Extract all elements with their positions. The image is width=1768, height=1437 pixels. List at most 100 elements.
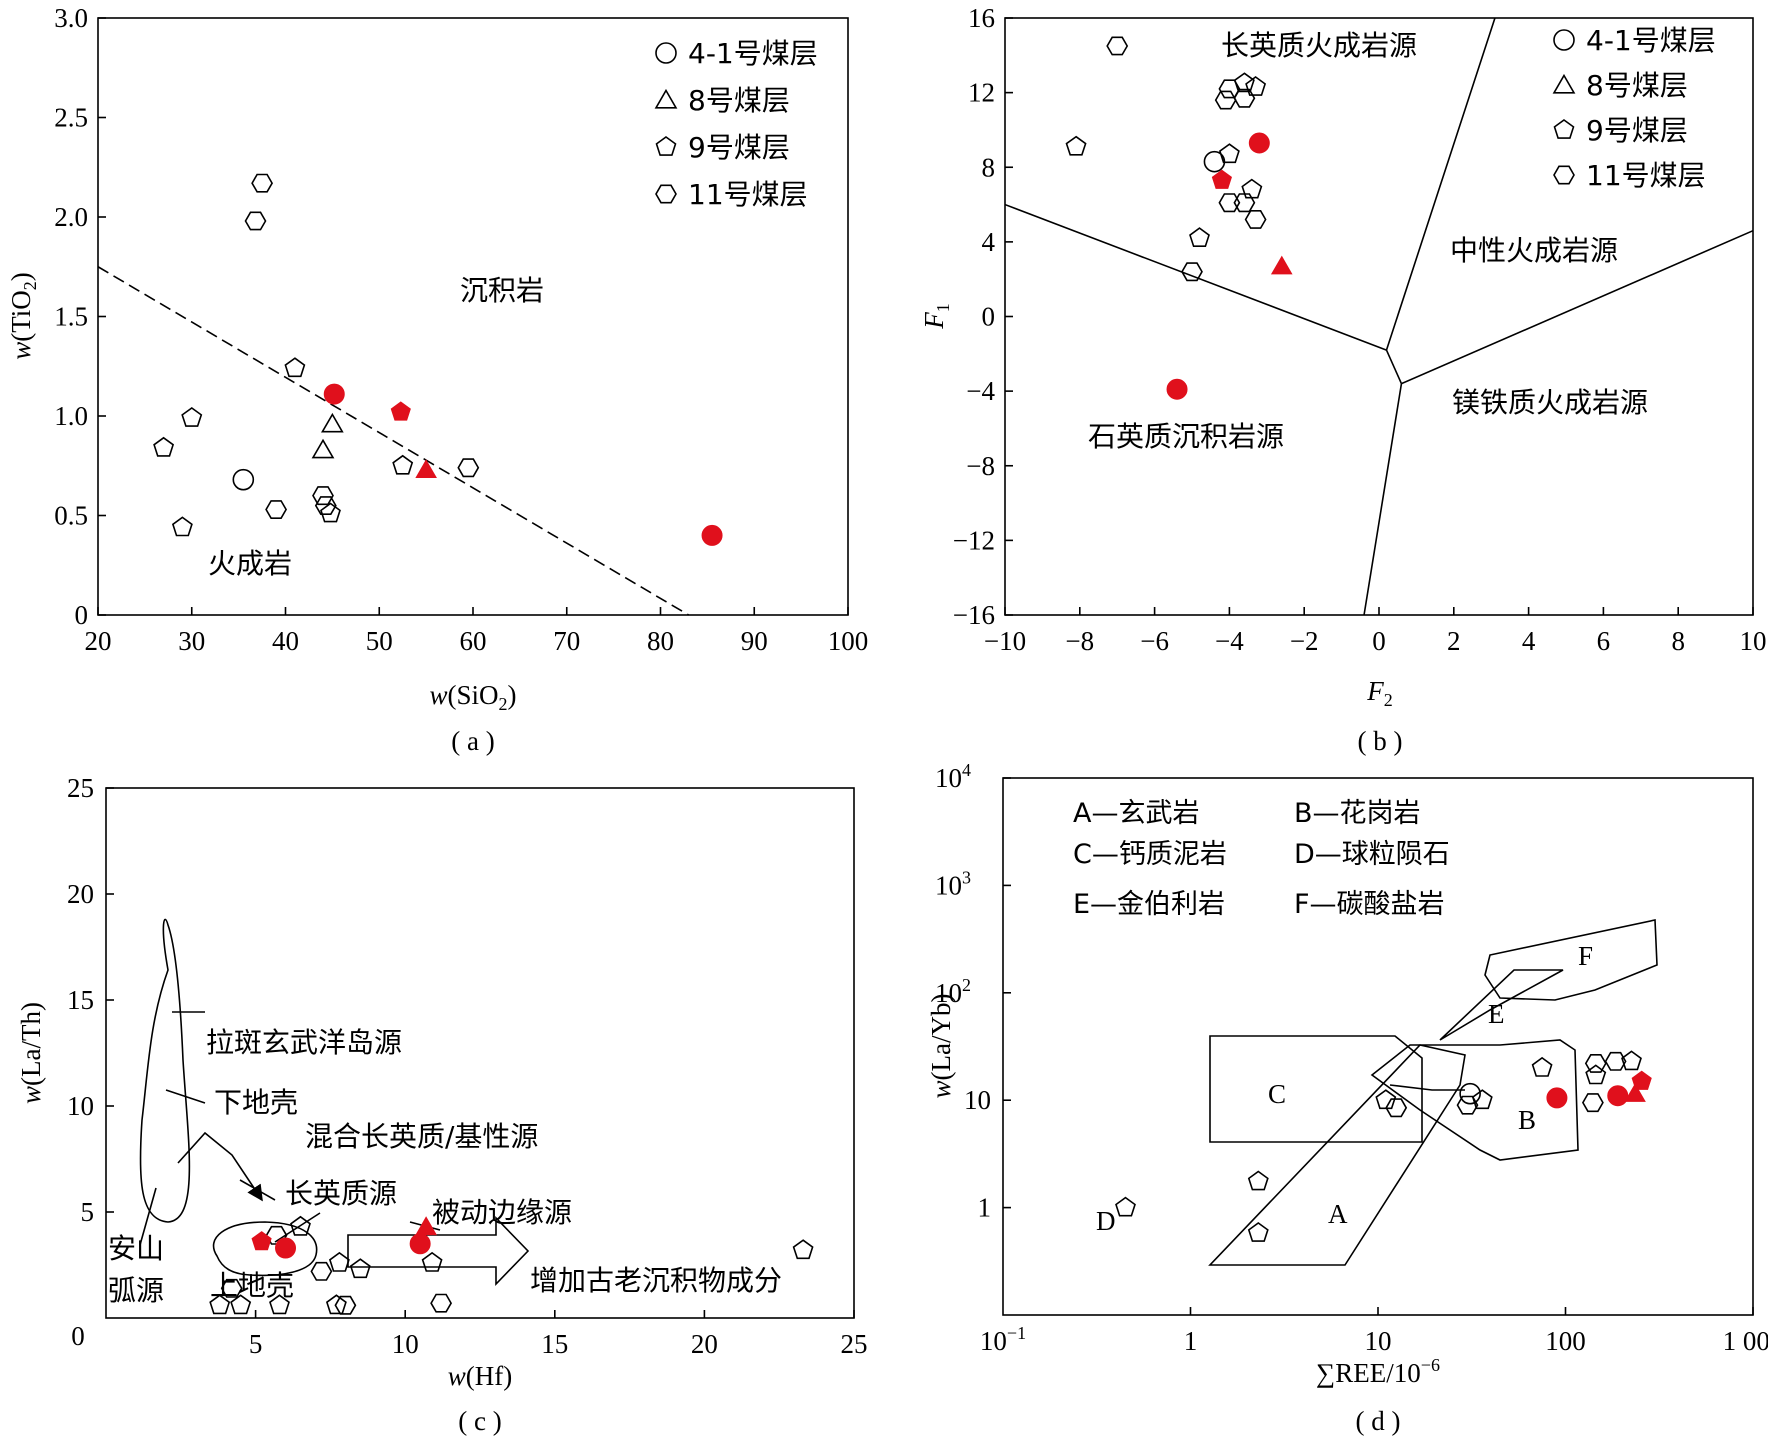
ancient-sediment-arrow [347, 1216, 530, 1286]
red-circle-marker [409, 1233, 431, 1255]
legend-C-calcareous-mudstone: C—钙质泥岩 [1073, 839, 1227, 870]
pentagon-marker [320, 502, 341, 523]
hexagon-marker [1584, 1054, 1607, 1073]
panel-c-origin-label: 0 [71, 1321, 85, 1351]
discriminant-boundary-line [1385, 349, 1403, 384]
x-tick-label: −10 [984, 626, 1026, 656]
hexagon-marker [1106, 36, 1129, 56]
pentagon-marker [792, 1239, 814, 1260]
y-tick-label: 10 [964, 1085, 991, 1115]
pentagon-marker [1471, 1089, 1493, 1110]
red-triangle-marker [415, 459, 437, 478]
triangle-marker [1552, 73, 1576, 94]
red-circle-marker [1248, 132, 1270, 154]
y-tick-label: 3.0 [54, 3, 88, 33]
pentagon-marker [290, 1215, 311, 1236]
x-tick-label: 90 [741, 626, 768, 656]
x-tick-label: 40 [272, 626, 299, 656]
panel-a-y-label: w(TiO2) [6, 272, 40, 360]
circle-marker [1203, 150, 1226, 173]
label-felsic-source: 长英质源 [285, 1177, 397, 1210]
red-circle-marker [275, 1237, 297, 1259]
label-arc-source: 弧源 [108, 1274, 164, 1307]
panel-d-y-label: w(La/Yb) [926, 994, 956, 1099]
pentagon-marker [1621, 1050, 1642, 1071]
panel-a-x-ticks: 20 30 40 50 60 70 80 90 100 [85, 607, 868, 656]
red-circle-marker [323, 383, 345, 405]
pentagon-marker [284, 357, 306, 378]
pentagon-marker [1189, 227, 1210, 247]
pointer-felsic [274, 1212, 321, 1243]
y-tick-label: 15 [67, 985, 94, 1015]
y-tick-label: 2.0 [54, 202, 88, 232]
annotation-intermediate-igneous: 中性火成岩源 [1450, 234, 1618, 267]
red-circle-marker [1546, 1087, 1568, 1109]
red-circle-marker [701, 524, 723, 546]
y-tick-label: −12 [953, 525, 995, 555]
x-tick-label: 25 [841, 1329, 868, 1359]
y-tick-label: 12 [968, 78, 995, 108]
panel-b-points [1065, 36, 1293, 400]
red-triangle-marker [1624, 1083, 1646, 1102]
panel-a-points [153, 173, 723, 546]
x-tick-label: −8 [1065, 626, 1094, 656]
x-tick-label: 1 000 [1723, 1326, 1768, 1356]
y-tick-label: 104 [935, 760, 971, 793]
field-label-F: F [1578, 941, 1593, 971]
pentagon-marker [655, 136, 677, 156]
hexagon-marker [1385, 1098, 1408, 1118]
discriminant-boundary-line [1363, 383, 1403, 616]
panel-a-legend: 4-1号煤层 8号煤层 9号煤层 11号煤层 [654, 37, 818, 211]
panel-b-y-ticks: −16 −12 −8 −4 0 4 8 12 16 [953, 3, 1013, 630]
panel-c-caption: ( c ) [458, 1406, 501, 1436]
y-tick-label: −4 [966, 376, 995, 406]
hexagon-marker [220, 1278, 243, 1298]
x-tick-label: 70 [553, 626, 580, 656]
x-tick-label: 1 [1184, 1326, 1198, 1356]
pointer-andesite [139, 1187, 157, 1246]
hexagon-marker [1604, 1051, 1627, 1071]
pentagon-marker [1233, 72, 1255, 93]
pentagon-marker [1245, 76, 1267, 96]
x-tick-label: 10 [392, 1329, 419, 1359]
panel-c: 5 10 15 20 25 5 10 15 20 25 0 拉斑玄武洋岛源 下地壳 混合长英质/… [16, 773, 868, 1436]
field-A-basalt [1208, 1044, 1466, 1266]
annotation-quartzose-sedimentary: 石英质沉积岩源 [1088, 420, 1284, 453]
panel-c-y-label: w(La/Th) [16, 1002, 46, 1104]
panel-d-x-label: ∑REE/10−6 [1316, 1355, 1440, 1388]
x-tick-label: 60 [460, 626, 487, 656]
panel-b-field-boundaries [1004, 17, 1754, 616]
x-tick-label: 80 [647, 626, 674, 656]
annotation-igneous: 火成岩 [208, 547, 292, 580]
region-felsic-source [212, 1221, 318, 1277]
y-tick-label: 1 [978, 1193, 992, 1223]
circle-marker [232, 468, 255, 491]
legend-label: 9号煤层 [1586, 114, 1688, 147]
mixed-source-arrow [177, 1131, 263, 1202]
panel-d-x-ticks: 10−1 1 10 100 1 000 [980, 1307, 1768, 1356]
pentagon-marker [1218, 143, 1240, 164]
panel-b-legend: 4-1号煤层 8号煤层 9号煤层 11号煤层 [1552, 24, 1716, 192]
field-E-kimberlite [1439, 969, 1564, 1041]
pentagon-marker [1247, 1222, 1269, 1242]
field-connector-line [1389, 1084, 1465, 1091]
label-ancient-sediment: 增加古老沉积物成分 [530, 1264, 782, 1297]
pentagon-marker [1247, 1170, 1269, 1191]
hexagon-marker [1214, 90, 1237, 110]
y-tick-label: 20 [67, 879, 94, 909]
pentagon-marker [209, 1294, 231, 1315]
annotation-sedimentary: 沉积岩 [460, 274, 544, 307]
discriminant-boundary-line [1385, 17, 1496, 351]
discriminant-boundary-line [1004, 203, 1387, 351]
hexagon-marker [1581, 1093, 1604, 1113]
red-triangle-marker [415, 1216, 437, 1236]
x-tick-label: 8 [1671, 626, 1685, 656]
y-tick-label: 0 [982, 302, 996, 332]
panel-a-y-ticks: 0 0.5 1.0 1.5 2.0 2.5 3.0 [54, 3, 106, 630]
hexagon-marker [1233, 193, 1256, 213]
label-andesite: 安山 [108, 1232, 164, 1265]
pentagon-marker [1531, 1056, 1553, 1077]
triangle-marker [654, 88, 678, 109]
legend-B-granite: B—花岗岩 [1294, 798, 1421, 829]
legend-label: 11号煤层 [688, 178, 808, 211]
